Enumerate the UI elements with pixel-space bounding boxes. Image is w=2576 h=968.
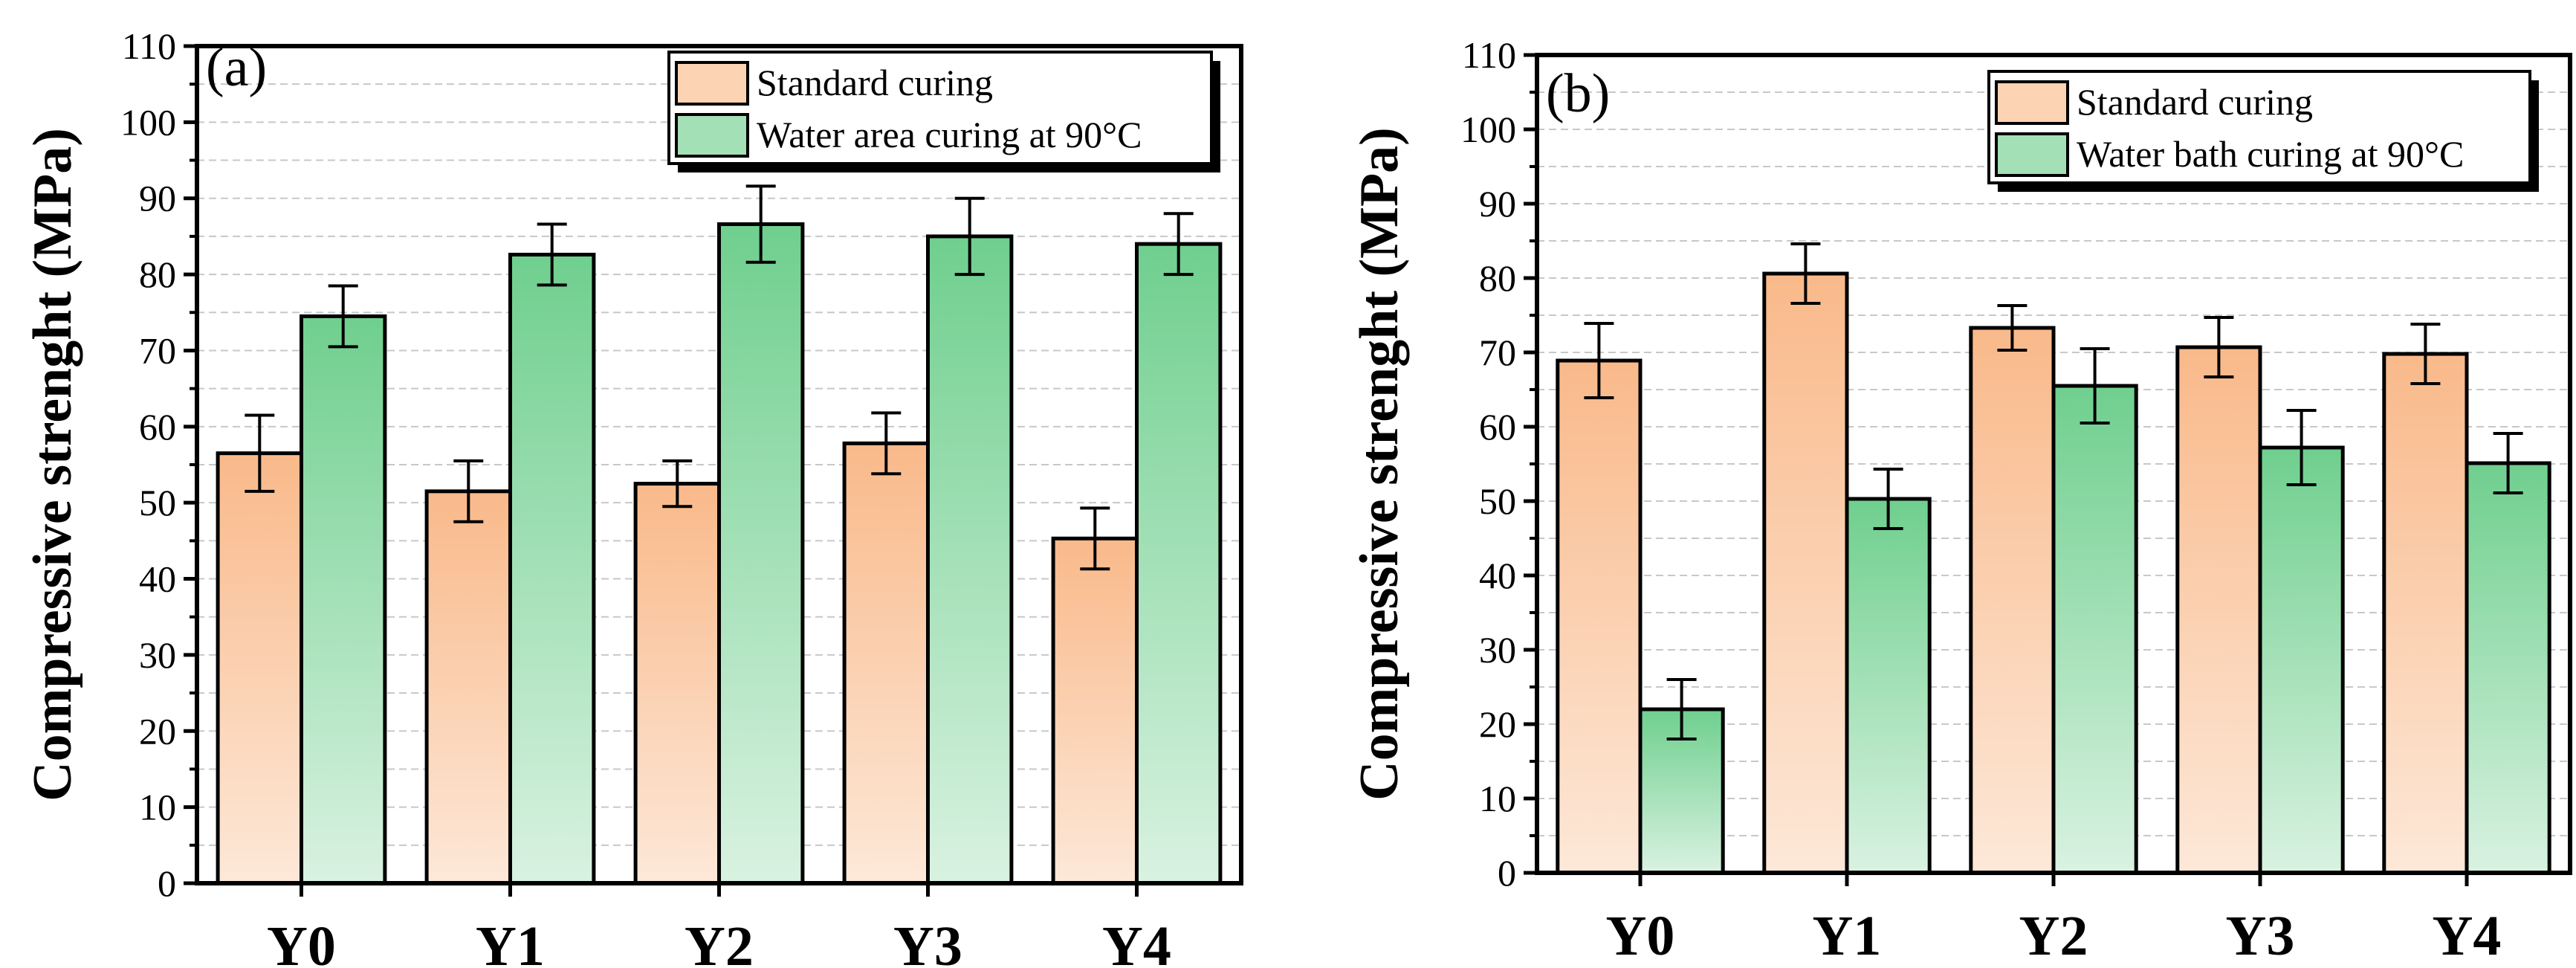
bar bbox=[717, 222, 805, 885]
bar bbox=[1969, 326, 2056, 875]
x-tick-label: Y2 bbox=[685, 915, 754, 968]
bar bbox=[2258, 445, 2345, 875]
y-axis-title: Compressive strenght (MPa) bbox=[22, 128, 83, 801]
y-tick-label: 100 bbox=[1460, 109, 1516, 150]
legend-swatch bbox=[1995, 132, 2069, 177]
y-tick-label: 50 bbox=[139, 482, 176, 523]
x-tick-label: Y2 bbox=[2019, 905, 2088, 967]
x-tick-label: Y4 bbox=[1102, 915, 1171, 968]
y-tick-label: 0 bbox=[1498, 852, 1516, 894]
x-tick-label: Y4 bbox=[2433, 905, 2502, 967]
y-tick-label: 90 bbox=[139, 178, 176, 219]
y-tick-label: 110 bbox=[122, 25, 176, 67]
y-tick-label: 70 bbox=[1479, 332, 1516, 373]
legend-label: Water bath curing at 90°C bbox=[2077, 133, 2464, 175]
legend-label: Standard curing bbox=[2077, 81, 2313, 123]
y-tick-label: 30 bbox=[1479, 629, 1516, 671]
y-axis-title: Compressive strenght (MPa) bbox=[1349, 127, 1410, 801]
y-tick-label: 40 bbox=[139, 558, 176, 600]
bar bbox=[1135, 242, 1223, 885]
y-tick-label: 100 bbox=[120, 101, 176, 143]
x-tick-label: Y3 bbox=[2226, 905, 2295, 967]
x-tick-label: Y1 bbox=[1813, 905, 1882, 967]
legend-label: Water area curing at 90°C bbox=[757, 114, 1142, 155]
x-tick-label: Y0 bbox=[267, 915, 336, 968]
bar bbox=[424, 489, 512, 885]
bar bbox=[2465, 461, 2551, 875]
y-tick-label: 80 bbox=[1479, 257, 1516, 299]
y-tick-label: 70 bbox=[139, 329, 176, 371]
legend-label: Standard curing bbox=[757, 62, 993, 103]
y-tick-label: 30 bbox=[139, 634, 176, 676]
y-tick-label: 10 bbox=[1479, 778, 1516, 819]
y-tick-label: 80 bbox=[139, 254, 176, 295]
y-tick-label: 110 bbox=[1462, 34, 1516, 76]
y-tick-label: 20 bbox=[139, 710, 176, 752]
bar bbox=[633, 482, 721, 885]
bar bbox=[1845, 497, 1932, 875]
bar bbox=[2051, 384, 2138, 875]
bar bbox=[2382, 352, 2469, 875]
legend-swatch bbox=[1995, 80, 2069, 125]
bar bbox=[1051, 536, 1139, 885]
bar bbox=[508, 252, 596, 885]
y-tick-label: 40 bbox=[1479, 555, 1516, 596]
panel-label: (a) bbox=[206, 37, 267, 98]
legend-box bbox=[667, 51, 1213, 165]
legend-swatch bbox=[675, 113, 749, 158]
x-tick-label: Y3 bbox=[893, 915, 962, 968]
bar bbox=[1762, 271, 1849, 875]
legend-box bbox=[1987, 70, 2531, 184]
y-tick-label: 0 bbox=[158, 862, 176, 904]
chart-panel-b: Y0 Y1 Y2 Y3 Y4 0 10 20 30 40 50 60 70 80 90 100 110 Compr… bbox=[1349, 34, 2572, 967]
y-tick-label: 60 bbox=[139, 406, 176, 448]
y-tick-label: 10 bbox=[139, 787, 176, 828]
bar bbox=[926, 234, 1014, 885]
y-tick-label: 90 bbox=[1479, 183, 1516, 225]
x-tick-label: Y0 bbox=[1606, 905, 1675, 967]
legend-swatch bbox=[675, 61, 749, 106]
x-tick-label: Y1 bbox=[476, 915, 545, 968]
bar bbox=[1556, 358, 1643, 875]
bar bbox=[300, 314, 387, 885]
bar bbox=[216, 451, 304, 885]
panel-label: (b) bbox=[1546, 63, 1610, 124]
bar bbox=[2175, 345, 2262, 875]
bar bbox=[842, 441, 930, 885]
chart-panel-a: Y0 Y1 Y2 Y3 Y4 0 10 20 30 40 50 60 70 80 90 100 110 Compr… bbox=[22, 25, 1243, 968]
y-tick-label: 20 bbox=[1479, 703, 1516, 745]
y-tick-label: 60 bbox=[1479, 406, 1516, 448]
y-tick-label: 50 bbox=[1479, 480, 1516, 522]
